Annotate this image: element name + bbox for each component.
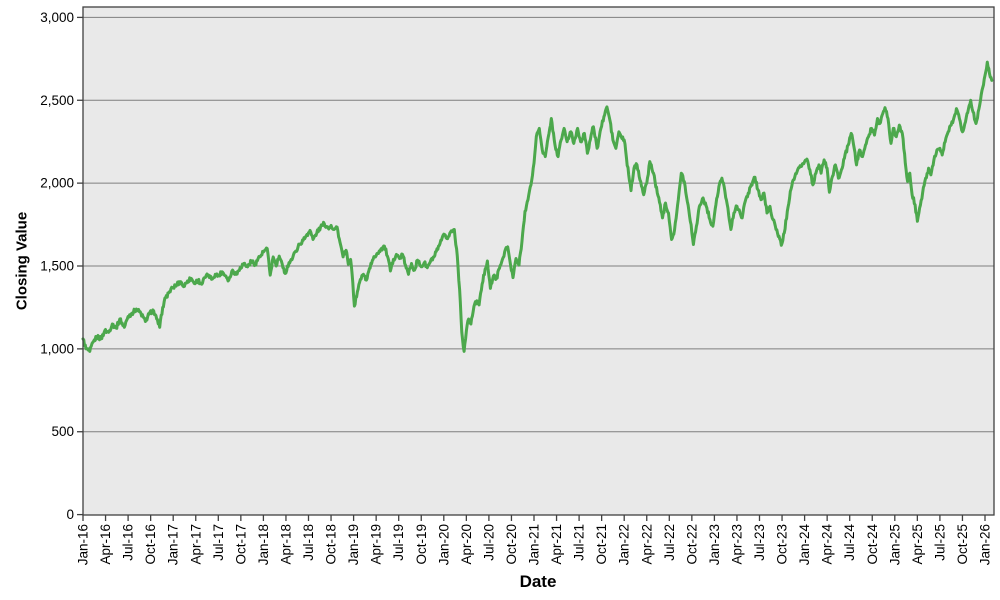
x-tick-label: Oct-17 xyxy=(233,524,248,565)
x-tick-label: Jan-19 xyxy=(346,524,361,565)
y-tick-label: 2,500 xyxy=(40,93,74,108)
x-tick-label: Apr-24 xyxy=(820,524,835,565)
x-tick-label: Apr-23 xyxy=(729,524,744,565)
x-tick-label: Jul-20 xyxy=(481,524,496,561)
x-tick-label: Apr-22 xyxy=(639,524,654,565)
x-tick-label: Apr-19 xyxy=(369,524,384,565)
y-tick-label: 0 xyxy=(66,507,74,522)
x-tick-label: Jan-22 xyxy=(617,524,632,565)
x-tick-label: Apr-18 xyxy=(278,524,293,565)
x-tick-label: Jan-23 xyxy=(707,524,722,565)
x-tick-label: Jan-18 xyxy=(256,524,271,565)
y-tick-label: 2,000 xyxy=(40,176,74,191)
x-tick-label: Jan-26 xyxy=(978,524,993,565)
x-tick-label: Oct-24 xyxy=(865,524,880,565)
x-tick-label: Oct-21 xyxy=(594,524,609,565)
y-axis-title: Closing Value xyxy=(13,211,31,311)
x-tick-label: Apr-20 xyxy=(459,524,474,565)
plot-background xyxy=(83,7,994,515)
y-tick-label: 500 xyxy=(51,424,74,439)
x-tick-label: Oct-16 xyxy=(143,524,158,565)
x-tick-label: Oct-19 xyxy=(414,524,429,565)
x-tick-label: Jan-25 xyxy=(887,524,902,565)
x-tick-label: Apr-21 xyxy=(549,524,564,565)
x-tick-label: Jul-23 xyxy=(752,524,767,561)
x-tick-label: Jan-24 xyxy=(797,524,812,566)
y-tick-label: 3,000 xyxy=(40,10,74,25)
y-tick-label: 1,000 xyxy=(40,341,74,356)
x-tick-label: Jul-18 xyxy=(301,524,316,561)
x-tick-label: Apr-17 xyxy=(188,524,203,565)
x-tick-label: Jul-21 xyxy=(572,524,587,561)
x-tick-label: Jan-16 xyxy=(76,524,91,565)
x-tick-label: Oct-18 xyxy=(324,524,339,565)
x-axis-title: Date xyxy=(519,572,557,591)
x-tick-label: Jan-21 xyxy=(527,524,542,565)
x-tick-label: Jul-19 xyxy=(391,524,406,561)
x-tick-label: Jul-16 xyxy=(121,524,136,561)
x-tick-label: Apr-16 xyxy=(98,524,113,565)
x-tick-label: Jul-25 xyxy=(932,524,947,561)
x-tick-label: Jan-20 xyxy=(436,524,451,565)
x-tick-label: Oct-20 xyxy=(504,524,519,565)
x-tick-label: Oct-25 xyxy=(955,524,970,565)
x-tick-label: Apr-25 xyxy=(910,524,925,565)
plot-border xyxy=(82,6,995,516)
x-tick-label: Jan-17 xyxy=(166,524,181,565)
closing-value-line xyxy=(81,60,994,353)
x-tick-label: Jul-17 xyxy=(211,524,226,561)
x-tick-label: Oct-23 xyxy=(775,524,790,565)
y-tick-label: 1,500 xyxy=(40,259,74,274)
x-tick-label: Jul-22 xyxy=(662,524,677,561)
x-tick-label: Jul-24 xyxy=(842,524,857,561)
x-tick-label: Oct-22 xyxy=(684,524,699,565)
